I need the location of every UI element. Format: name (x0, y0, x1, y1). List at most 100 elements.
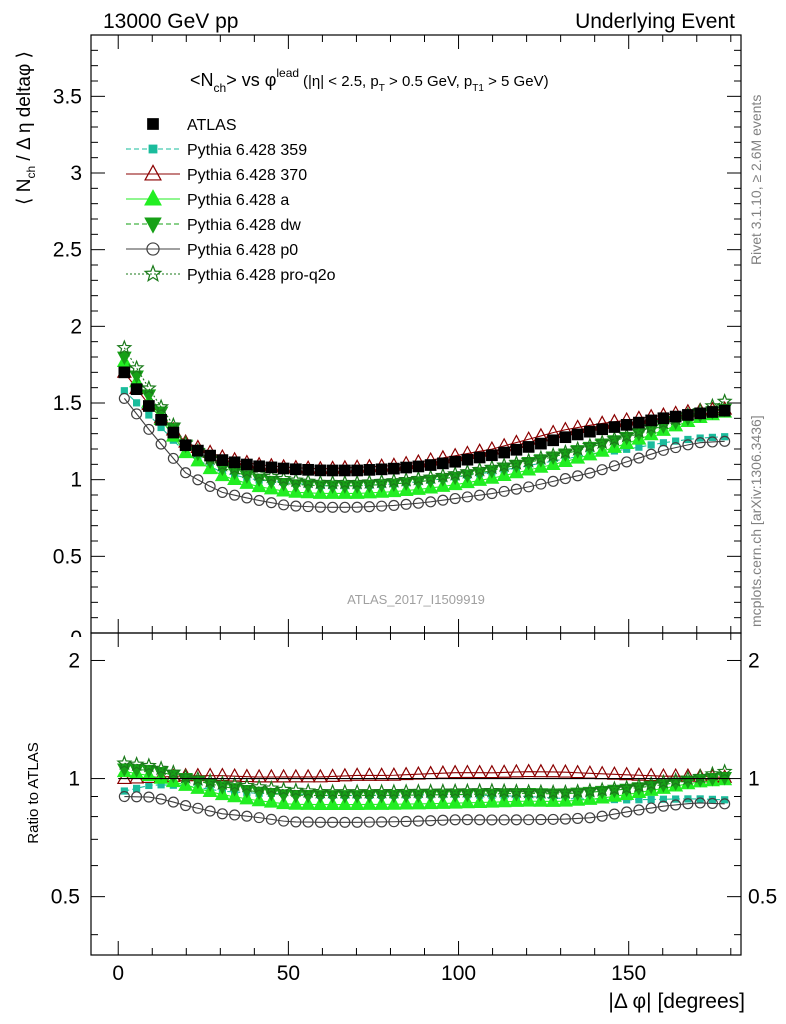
series-pythia-6-428-370-ratio-point (643, 767, 659, 782)
series-pythia-6-428-p0-point (216, 486, 228, 498)
series-pythia-6-428-pro-q2o-ratio-point (447, 782, 464, 799)
series-pythia-6-428-p0-ratio-point (363, 816, 375, 828)
series-pythia-6-428-pro-q2o-point (471, 461, 488, 477)
series-pythia-6-428-p0-ratio-point (498, 814, 510, 826)
series-pythia-6-428-pro-q2o-ratio-point (581, 782, 598, 798)
legend-pythia-6-428-359-marker (148, 144, 158, 154)
series-pythia-6-428-370-ratio-point (398, 766, 414, 781)
series-pythia-6-428-p0-ratio-point (302, 816, 314, 828)
series-pythia-6-428-pro-q2o-ratio-point (643, 775, 660, 791)
series-pythia-6-428-370-ratio-point (349, 767, 365, 781)
ratio-panel-series (116, 754, 733, 828)
series-atlas-point (473, 451, 486, 464)
series-pythia-6-428-pro-q2o-ratio-point (606, 780, 623, 796)
series-pythia-6-428-pro-q2o-ratio-point (140, 757, 157, 773)
series-pythia-6-428-pro-q2o-ratio-point (263, 779, 280, 796)
legend: ATLAS Pythia 6.428 359 Pythia 6.428 370 Pyt… (126, 117, 336, 284)
series-pythia-6-428-p0-ratio-point (559, 813, 571, 825)
series-pythia-6-428-p0 (118, 392, 731, 513)
series-atlas-point (559, 431, 572, 444)
series-pythia-6-428-pro-q2o-ratio-point (655, 773, 672, 789)
series-atlas-point (498, 446, 510, 459)
series-pythia-6-428-370-ratio-point (459, 764, 475, 779)
ratio-y-tick-label: 1 (68, 768, 80, 791)
series-pythia-6-428-pro-q2o-ratio-point (410, 783, 427, 799)
series-pythia-6-428-pro-q2o-ratio-point (630, 777, 647, 793)
mcplots-label: mcplots.cern.ch [arXiv:1306.3436] (748, 415, 764, 627)
top-panel-series (116, 339, 733, 513)
series-pythia-6-428-359-ratio-point (696, 795, 704, 803)
series-pythia-6-428-pro-q2o-point (361, 473, 378, 489)
series-atlas-point (547, 434, 559, 447)
series-pythia-6-428-p0-point (706, 436, 718, 448)
series-pythia-6-428-359-point (157, 423, 165, 432)
series-pythia-6-428-370-ratio-point (337, 767, 353, 782)
x-tick-label: 50 (277, 962, 300, 985)
series-pythia-6-428-p0-point (118, 392, 130, 404)
series-pythia-6-428-p0-point (645, 448, 657, 460)
series-pythia-6-428-pro-q2o-ratio-point (692, 768, 709, 784)
series-pythia-6-428-370-ratio-point (374, 767, 390, 781)
series-pythia-6-428-359-point (672, 437, 680, 445)
series-pythia-6-428-p0-ratio-point (216, 808, 228, 820)
header-analysis-name: Underlying Event (575, 10, 735, 33)
series-atlas-point (620, 418, 633, 431)
series-pythia-6-428-p0-ratio-point (278, 815, 290, 827)
series-pythia-6-428-359-ratio-point (133, 784, 141, 793)
ratio-y-tick-label-right: 0.5 (748, 886, 777, 909)
series-pythia-6-428-pro-q2o-point (275, 470, 292, 486)
series-pythia-6-428-p0-point (694, 437, 706, 449)
y-tick-label-zero: 0 (70, 627, 82, 650)
series-pythia-6-428-359-point (133, 399, 141, 407)
ratio-panel-frame (90, 632, 742, 956)
series-pythia-6-428-p0-ratio-point (682, 798, 694, 810)
series-atlas (118, 366, 731, 477)
series-pythia-6-428-p0-ratio-point (608, 808, 620, 820)
plot-title: <Nch> vs φlead (|η| < 2.5, pT > 0.5 GeV,… (190, 66, 549, 95)
series-pythia-6-428-370-ratio-point (484, 764, 500, 779)
legend-pythia-6-428-dw: Pythia 6.428 dw (126, 217, 301, 234)
series-pythia-6-428-370-ratio-point (472, 764, 488, 779)
series-atlas-point (657, 412, 670, 425)
legend-pythia-6-428-pro-q2o: Pythia 6.428 pro-q2o (126, 264, 336, 284)
series-pythia-6-428-p0-point (584, 467, 596, 479)
series-atlas-point (584, 425, 596, 438)
series-pythia-6-428-370-ratio-point (545, 763, 561, 778)
series-pythia-6-428-pro-q2o-point (398, 471, 415, 487)
series-pythia-6-428-359-ratio-point (721, 796, 729, 804)
series-pythia-6-428-p0-ratio-point (118, 790, 130, 803)
series-pythia-6-428-p0-ratio-point (621, 806, 633, 818)
series-pythia-6-428-pro-q2o-point (263, 468, 280, 484)
series-pythia-6-428-pro-q2o-point (140, 379, 157, 396)
series-pythia-6-428-pro-q2o-ratio-point (618, 779, 635, 795)
series-pythia-6-428-pro-q2o-point (545, 446, 562, 463)
ratio-y-tick-label: 2 (68, 649, 80, 672)
series-pythia-6-428-pro-q2o-point (618, 427, 635, 443)
y-tick-label: 2 (70, 315, 82, 338)
series-pythia-6-428-p0-ratio-point (510, 814, 522, 826)
series-pythia-6-428-359-ratio-point (672, 795, 680, 803)
series-pythia-6-428-pro-q2o-point (532, 449, 549, 465)
series-pythia-6-428-359-ratio-point (647, 795, 655, 804)
series-pythia-6-428-pro-q2o-ratio-point (177, 768, 194, 784)
series-pythia-6-428-p0-ratio-point (425, 815, 437, 827)
series-atlas-point (633, 416, 645, 429)
series-atlas-point (228, 456, 241, 469)
series-pythia-6-428-p0-ratio-point (719, 798, 731, 810)
series-pythia-6-428-p0-point (596, 464, 608, 476)
series-pythia-6-428-pro-q2o-ratio-point (398, 783, 415, 799)
series-atlas-point (314, 464, 327, 477)
legend-pythia-6-428-p0-marker (146, 242, 160, 256)
analysis-id-label: ATLAS_2017_I1509919 (347, 592, 485, 607)
series-pythia-6-428-p0-point (241, 492, 253, 504)
series-pythia-6-428-p0-ratio-point (523, 814, 535, 826)
legend-pythia-6-428-dw-label: Pythia 6.428 dw (187, 217, 301, 234)
series-pythia-6-428-p0-ratio-point (388, 816, 400, 828)
series-pythia-6-428-p0-ratio-point (339, 816, 351, 828)
series-pythia-6-428-p0-point (621, 456, 633, 468)
series-pythia-6-428-p0-ratio-point (229, 809, 241, 821)
series-pythia-6-428-p0-point (608, 460, 620, 472)
series-pythia-6-428-p0-ratio-point (645, 802, 657, 814)
series-atlas-point (412, 460, 425, 473)
